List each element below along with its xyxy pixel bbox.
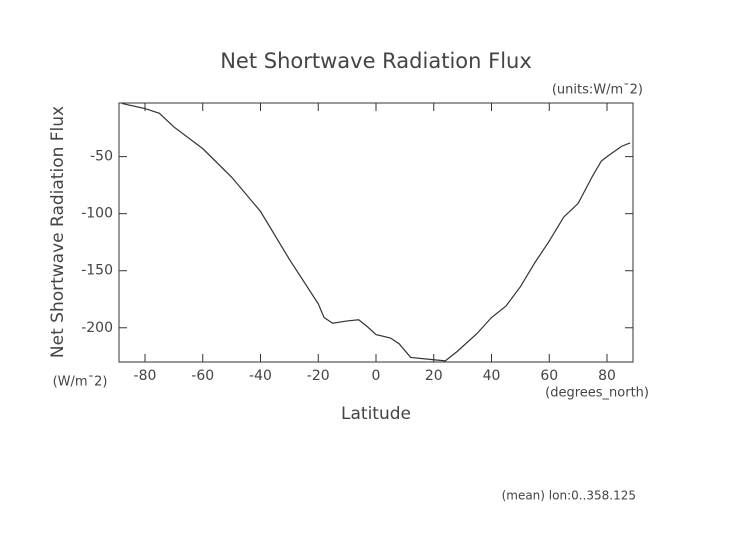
x-tick-label: -80 <box>134 368 157 384</box>
x-tick-label: -40 <box>249 368 272 384</box>
x-tick-label: 80 <box>598 368 616 384</box>
footnote: (mean) lon:0..358.125 <box>502 489 636 503</box>
x-tick-label: 0 <box>372 368 381 384</box>
units-label: (units:W/m¯2) <box>552 83 643 98</box>
x-tick-label: -60 <box>191 368 214 384</box>
y-tick-label: -200 <box>81 320 113 336</box>
x-tick-label: 40 <box>483 368 501 384</box>
x-axis-label: Latitude <box>341 404 411 424</box>
x-tick-label: 60 <box>540 368 558 384</box>
x-units: (degrees_north) <box>545 386 649 401</box>
y-tick-label: -50 <box>90 149 113 165</box>
y-tick-label: -100 <box>81 206 113 222</box>
y-units: (W/m¯2) <box>53 375 108 390</box>
plot-frame <box>118 102 634 363</box>
y-axis-label: Net Shortwave Radiation Flux <box>48 106 68 358</box>
chart-title: Net Shortwave Radiation Flux <box>220 49 532 73</box>
y-tick-label: -150 <box>81 263 113 279</box>
data-line <box>121 102 631 362</box>
x-tick-label: 20 <box>425 368 443 384</box>
x-tick-label: -20 <box>307 368 330 384</box>
